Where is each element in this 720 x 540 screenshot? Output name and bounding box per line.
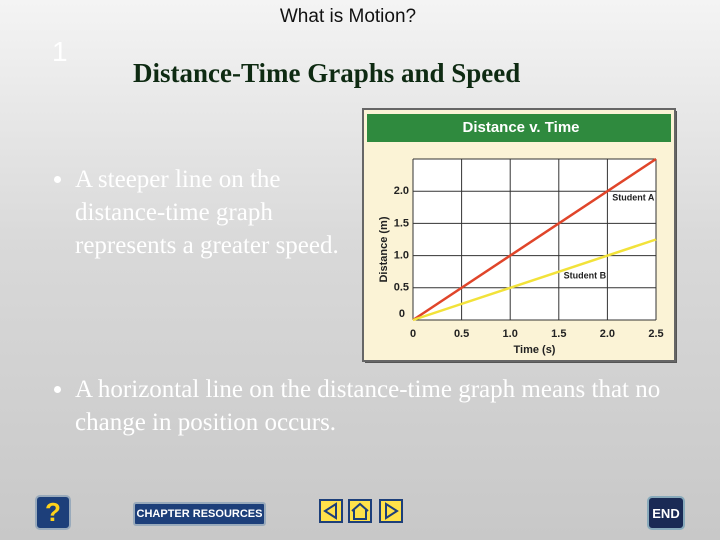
- x-tick-label: 0: [410, 328, 416, 340]
- section-number: 1: [52, 36, 68, 67]
- x-tick-label: 2.5: [648, 328, 663, 340]
- x-tick-label: 1.5: [551, 328, 566, 340]
- nav-buttons: [319, 499, 403, 523]
- prev-button[interactable]: [319, 499, 343, 523]
- bullet: A horizontal line on the distance-time g…: [75, 373, 695, 439]
- y-tick-label: 1.0: [394, 250, 409, 262]
- y-tick-label: 1.5: [394, 217, 409, 229]
- chapter-resources-button[interactable]: CHAPTER RESOURCES: [133, 502, 266, 526]
- next-button[interactable]: [379, 499, 403, 523]
- end-button[interactable]: END: [647, 496, 685, 530]
- slide-title: Distance-Time Graphs and Speed: [133, 58, 521, 88]
- y-tick-label: 0: [399, 308, 405, 320]
- series-label: Student B: [564, 270, 607, 280]
- y-tick-label: 2.0: [394, 185, 409, 197]
- x-tick-label: 0.5: [454, 328, 469, 340]
- bullet: A steeper line on the distance-time grap…: [75, 163, 365, 262]
- section-title: What is Motion?: [279, 6, 417, 27]
- chart-header: [367, 114, 671, 142]
- bullet-list: A horizontal line on the distance-time g…: [55, 373, 695, 439]
- series-label: Student A: [612, 192, 655, 202]
- y-axis-label: Distance (m): [378, 216, 390, 282]
- x-axis-label: Time (s): [514, 344, 556, 356]
- data-line: [412, 238, 657, 322]
- x-tick-label: 2.0: [600, 328, 615, 340]
- home-button[interactable]: [348, 499, 372, 523]
- x-tick-label: 1.0: [503, 328, 518, 340]
- help-button[interactable]: ?: [35, 495, 71, 530]
- data-line: [412, 157, 657, 322]
- bullet-list: A steeper line on the distance-time grap…: [55, 163, 365, 262]
- chart-title: Distance v. Time: [463, 119, 580, 136]
- chart: Distance v. Time 0 0.5 1.0 1.5 2.0 2.5 0 0.5 1.0…: [362, 108, 677, 363]
- y-tick-label: 0.5: [394, 282, 409, 294]
